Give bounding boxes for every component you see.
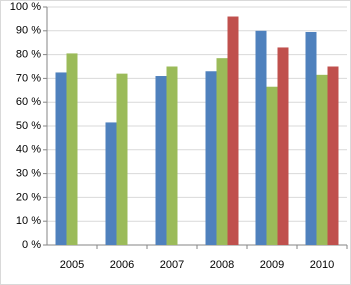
- bar: [205, 71, 217, 245]
- y-tick-label: 80 %: [16, 49, 41, 61]
- x-tick-label: 2006: [110, 259, 134, 271]
- y-tick-label: 90 %: [16, 25, 41, 37]
- bar: [55, 72, 67, 245]
- bar: [116, 73, 128, 245]
- x-tick-label: 2009: [260, 259, 284, 271]
- bar: [166, 66, 178, 245]
- y-tick-label: 20 %: [16, 191, 41, 203]
- y-tick-label: 10 %: [16, 215, 41, 227]
- y-tick-label: 50 %: [16, 120, 41, 132]
- y-tick-label: 40 %: [16, 144, 41, 156]
- bar: [255, 30, 267, 245]
- x-tick-label: 2008: [210, 259, 234, 271]
- y-tick-label: 70 %: [16, 72, 41, 84]
- bar: [105, 122, 117, 245]
- bar: [216, 58, 228, 245]
- bar: [66, 53, 78, 245]
- x-tick-label: 2005: [60, 259, 84, 271]
- x-tick-label: 2007: [160, 259, 184, 271]
- x-tick-label: 2010: [310, 259, 334, 271]
- y-tick-label: 0 %: [22, 239, 41, 251]
- bar: [227, 16, 239, 245]
- y-tick-label: 100 %: [10, 1, 41, 13]
- y-tick-label: 30 %: [16, 168, 41, 180]
- bar: [277, 47, 289, 246]
- bar: [316, 74, 328, 245]
- bar: [266, 86, 278, 245]
- bar: [305, 31, 317, 245]
- y-tick-label: 60 %: [16, 96, 41, 108]
- bar: [327, 66, 339, 245]
- bar: [155, 76, 167, 246]
